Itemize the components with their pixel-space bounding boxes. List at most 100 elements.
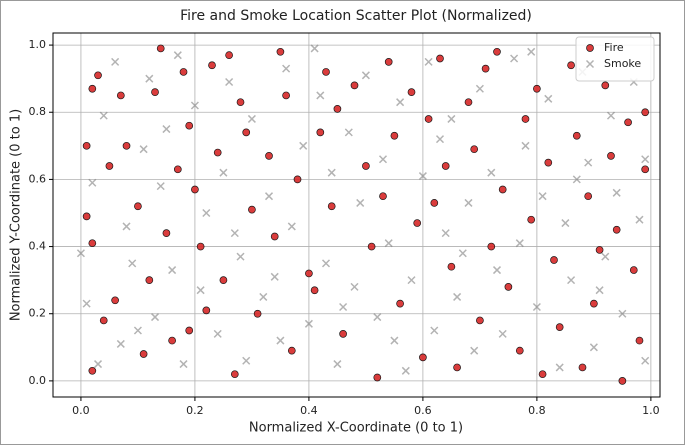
point [339, 302, 348, 312]
point [213, 148, 222, 157]
point [430, 199, 439, 207]
point [236, 252, 245, 261]
point [145, 276, 154, 284]
point [322, 68, 330, 76]
point [196, 286, 205, 295]
point [379, 192, 387, 201]
point [595, 246, 604, 254]
point [230, 370, 239, 379]
point [282, 64, 291, 73]
point [390, 131, 399, 140]
point [521, 141, 530, 150]
point [589, 343, 598, 352]
point [76, 249, 85, 258]
point [293, 175, 302, 184]
point [105, 162, 114, 170]
point [139, 350, 148, 358]
point [550, 256, 558, 264]
point [162, 125, 171, 134]
point [287, 222, 296, 231]
point [344, 128, 353, 137]
point [310, 286, 319, 295]
point [430, 326, 439, 335]
point [367, 242, 376, 251]
point [88, 178, 97, 187]
point [276, 47, 285, 56]
point [202, 208, 211, 218]
point [151, 88, 159, 96]
point [635, 336, 644, 345]
point [350, 282, 359, 291]
point [310, 44, 319, 53]
y-tick-label: 0.2 [29, 307, 47, 320]
y-tick-label: 0.6 [29, 172, 47, 185]
point [498, 329, 507, 338]
point [156, 44, 165, 53]
point [191, 185, 199, 194]
point [635, 215, 644, 224]
point [413, 219, 422, 227]
point [401, 366, 410, 375]
point [168, 336, 176, 345]
point [453, 363, 461, 372]
point [532, 302, 541, 312]
point [641, 356, 650, 365]
point [139, 145, 148, 154]
point [361, 71, 370, 80]
point [504, 283, 513, 291]
point [453, 292, 462, 301]
point [321, 259, 331, 268]
point [572, 131, 581, 140]
point [179, 68, 188, 76]
point [544, 158, 553, 167]
y-tick-label: 0.0 [29, 374, 47, 387]
point [629, 266, 638, 274]
point [122, 222, 131, 231]
point [567, 276, 576, 285]
point [333, 105, 342, 113]
point [225, 77, 234, 87]
point [418, 172, 427, 181]
point [538, 192, 547, 201]
point [555, 323, 564, 332]
point [196, 242, 205, 251]
point [133, 326, 142, 335]
point [481, 64, 490, 73]
point [572, 175, 581, 184]
point [265, 152, 273, 160]
point [316, 128, 325, 137]
point [424, 57, 433, 66]
point [122, 141, 131, 150]
point [111, 296, 119, 305]
point [447, 114, 456, 123]
point [305, 269, 313, 278]
point [116, 339, 125, 348]
point [242, 128, 251, 137]
point [475, 84, 484, 93]
point [99, 111, 108, 120]
point [641, 165, 650, 174]
point [384, 239, 393, 248]
point [390, 336, 399, 345]
point [447, 262, 456, 271]
point [493, 47, 501, 56]
legend-label: Fire [604, 41, 624, 54]
x-axis-label: Normalized X-Coordinate (0 to 1) [249, 421, 463, 436]
y-tick-label: 0.4 [29, 240, 47, 253]
point [248, 205, 256, 214]
legend-marker [586, 44, 594, 52]
point [276, 336, 285, 345]
point [487, 242, 496, 251]
point [356, 198, 365, 207]
point [424, 115, 433, 123]
point [515, 239, 524, 248]
point [618, 377, 627, 385]
point [384, 58, 393, 66]
point [150, 313, 160, 322]
point [476, 316, 484, 325]
chart-title: Fire and Smoke Location Scatter Plot (No… [180, 8, 532, 24]
point [93, 360, 103, 369]
point [362, 162, 370, 170]
